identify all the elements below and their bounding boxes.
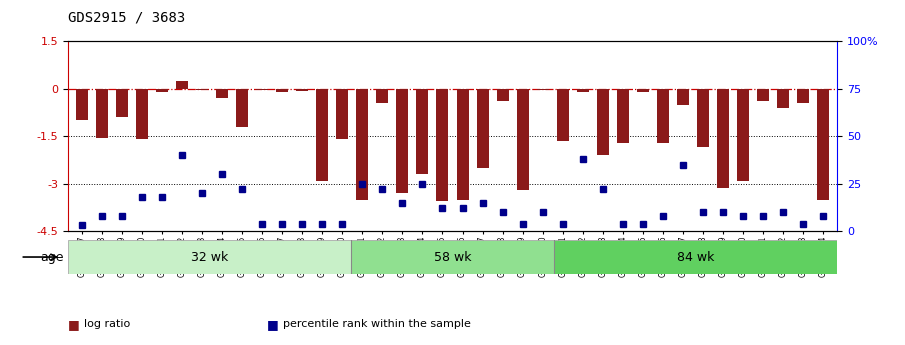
Bar — [416, 89, 428, 174]
Bar — [697, 89, 709, 147]
Text: percentile rank within the sample: percentile rank within the sample — [283, 319, 472, 329]
Bar — [96, 89, 108, 138]
Bar — [777, 89, 789, 108]
Bar — [376, 89, 388, 103]
Bar — [76, 89, 88, 120]
Bar — [596, 89, 609, 155]
Bar — [136, 89, 148, 139]
Bar — [276, 89, 288, 92]
Bar — [637, 89, 649, 92]
Bar — [576, 89, 589, 92]
Bar — [657, 89, 669, 142]
Bar — [337, 89, 348, 139]
Text: ■: ■ — [68, 318, 80, 331]
Bar — [757, 89, 769, 101]
Bar — [517, 89, 529, 190]
Bar — [797, 89, 809, 103]
Bar — [236, 89, 248, 127]
Bar — [256, 89, 268, 90]
Text: age: age — [40, 250, 63, 264]
Text: GDS2915 / 3683: GDS2915 / 3683 — [68, 10, 186, 24]
Bar — [296, 89, 309, 91]
Bar — [557, 89, 568, 141]
Bar — [357, 89, 368, 199]
Bar — [176, 81, 188, 89]
Bar — [737, 89, 749, 180]
Bar — [396, 89, 408, 193]
Bar — [617, 89, 629, 142]
Text: log ratio: log ratio — [84, 319, 130, 329]
Bar — [196, 89, 208, 90]
Bar — [216, 89, 228, 98]
Bar — [477, 89, 489, 168]
Bar — [456, 89, 469, 199]
Text: 58 wk: 58 wk — [433, 250, 472, 264]
Text: ■: ■ — [267, 318, 279, 331]
Bar — [316, 89, 329, 180]
Bar — [156, 89, 168, 92]
Bar — [677, 89, 689, 105]
Bar — [717, 89, 729, 188]
Text: 84 wk: 84 wk — [677, 250, 714, 264]
Bar — [497, 89, 509, 101]
Bar — [351, 240, 554, 274]
Bar — [537, 89, 548, 90]
Bar — [116, 89, 128, 117]
Bar — [817, 89, 829, 199]
Bar — [554, 240, 837, 274]
Bar — [436, 89, 449, 201]
Text: 32 wk: 32 wk — [191, 250, 228, 264]
Bar — [68, 240, 351, 274]
